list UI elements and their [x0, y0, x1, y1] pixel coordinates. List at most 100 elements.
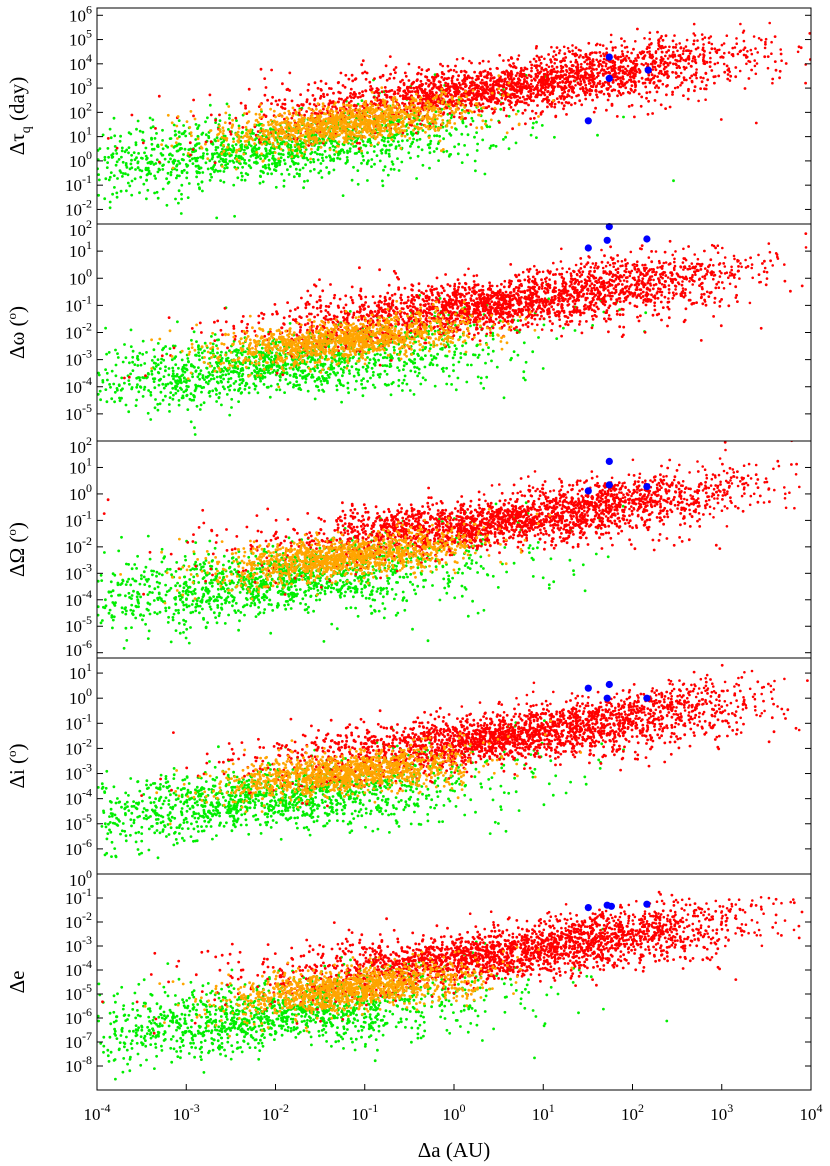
point	[234, 154, 238, 158]
point	[350, 178, 354, 182]
point	[295, 172, 299, 176]
point	[290, 140, 294, 144]
point	[247, 164, 251, 167]
point	[381, 184, 385, 188]
point	[382, 139, 386, 143]
point	[406, 92, 409, 96]
point	[746, 50, 749, 53]
point	[778, 76, 781, 80]
point	[655, 57, 658, 60]
point	[275, 128, 278, 131]
point	[193, 117, 197, 121]
point	[664, 107, 667, 110]
point	[161, 187, 165, 191]
point	[309, 152, 313, 156]
point	[773, 35, 777, 38]
point	[428, 89, 432, 93]
point	[338, 91, 342, 95]
point	[579, 87, 582, 91]
point	[671, 70, 674, 74]
point	[364, 118, 368, 122]
point	[565, 113, 568, 116]
point	[130, 179, 134, 183]
point	[799, 46, 803, 50]
point	[384, 111, 388, 115]
point	[544, 68, 548, 71]
point	[654, 61, 658, 64]
point	[396, 140, 400, 144]
point	[508, 99, 512, 103]
point	[567, 74, 571, 78]
point	[389, 131, 392, 134]
point	[447, 91, 450, 95]
point	[201, 156, 205, 160]
point	[287, 129, 290, 133]
point	[441, 72, 444, 75]
point	[191, 157, 194, 161]
point	[117, 158, 121, 161]
point	[453, 85, 456, 88]
point	[546, 70, 549, 74]
point	[630, 69, 634, 72]
point	[552, 50, 556, 53]
point	[693, 85, 697, 89]
point	[364, 89, 368, 93]
point	[640, 62, 643, 66]
point	[372, 150, 376, 153]
point	[533, 64, 536, 67]
point	[161, 139, 165, 142]
point	[478, 109, 481, 113]
point	[151, 125, 155, 129]
point	[286, 168, 289, 172]
point	[412, 132, 415, 136]
point	[358, 141, 361, 145]
point	[603, 54, 606, 58]
point	[614, 57, 618, 60]
point	[331, 144, 335, 148]
point	[228, 113, 232, 117]
point	[367, 120, 371, 124]
point	[544, 85, 548, 89]
point	[536, 69, 539, 72]
point	[578, 99, 582, 103]
point	[319, 88, 323, 91]
point	[130, 153, 134, 157]
point	[663, 70, 667, 74]
point	[679, 71, 683, 75]
point	[611, 59, 615, 63]
point	[395, 98, 399, 102]
point	[745, 62, 748, 66]
point	[317, 145, 320, 149]
point	[296, 162, 300, 166]
point	[655, 84, 658, 88]
point	[373, 77, 376, 80]
point	[272, 157, 276, 161]
point	[354, 121, 358, 125]
point	[133, 158, 137, 162]
point	[227, 127, 230, 131]
point	[540, 67, 543, 71]
point	[401, 109, 404, 112]
point	[196, 126, 200, 130]
point	[445, 149, 449, 153]
point	[496, 100, 499, 103]
point	[611, 80, 615, 84]
point	[712, 75, 716, 79]
point	[265, 135, 268, 139]
point	[312, 109, 315, 113]
point	[375, 135, 379, 139]
point	[579, 80, 583, 83]
point	[364, 112, 367, 115]
point	[247, 138, 251, 141]
point	[423, 106, 426, 109]
point	[396, 157, 399, 161]
point	[368, 139, 372, 143]
point	[485, 80, 488, 84]
point	[354, 94, 357, 98]
point	[318, 153, 322, 156]
point	[426, 118, 429, 122]
point	[687, 89, 690, 93]
point	[328, 127, 331, 131]
point	[369, 141, 373, 145]
y-tick-exponent: -1	[82, 172, 92, 186]
